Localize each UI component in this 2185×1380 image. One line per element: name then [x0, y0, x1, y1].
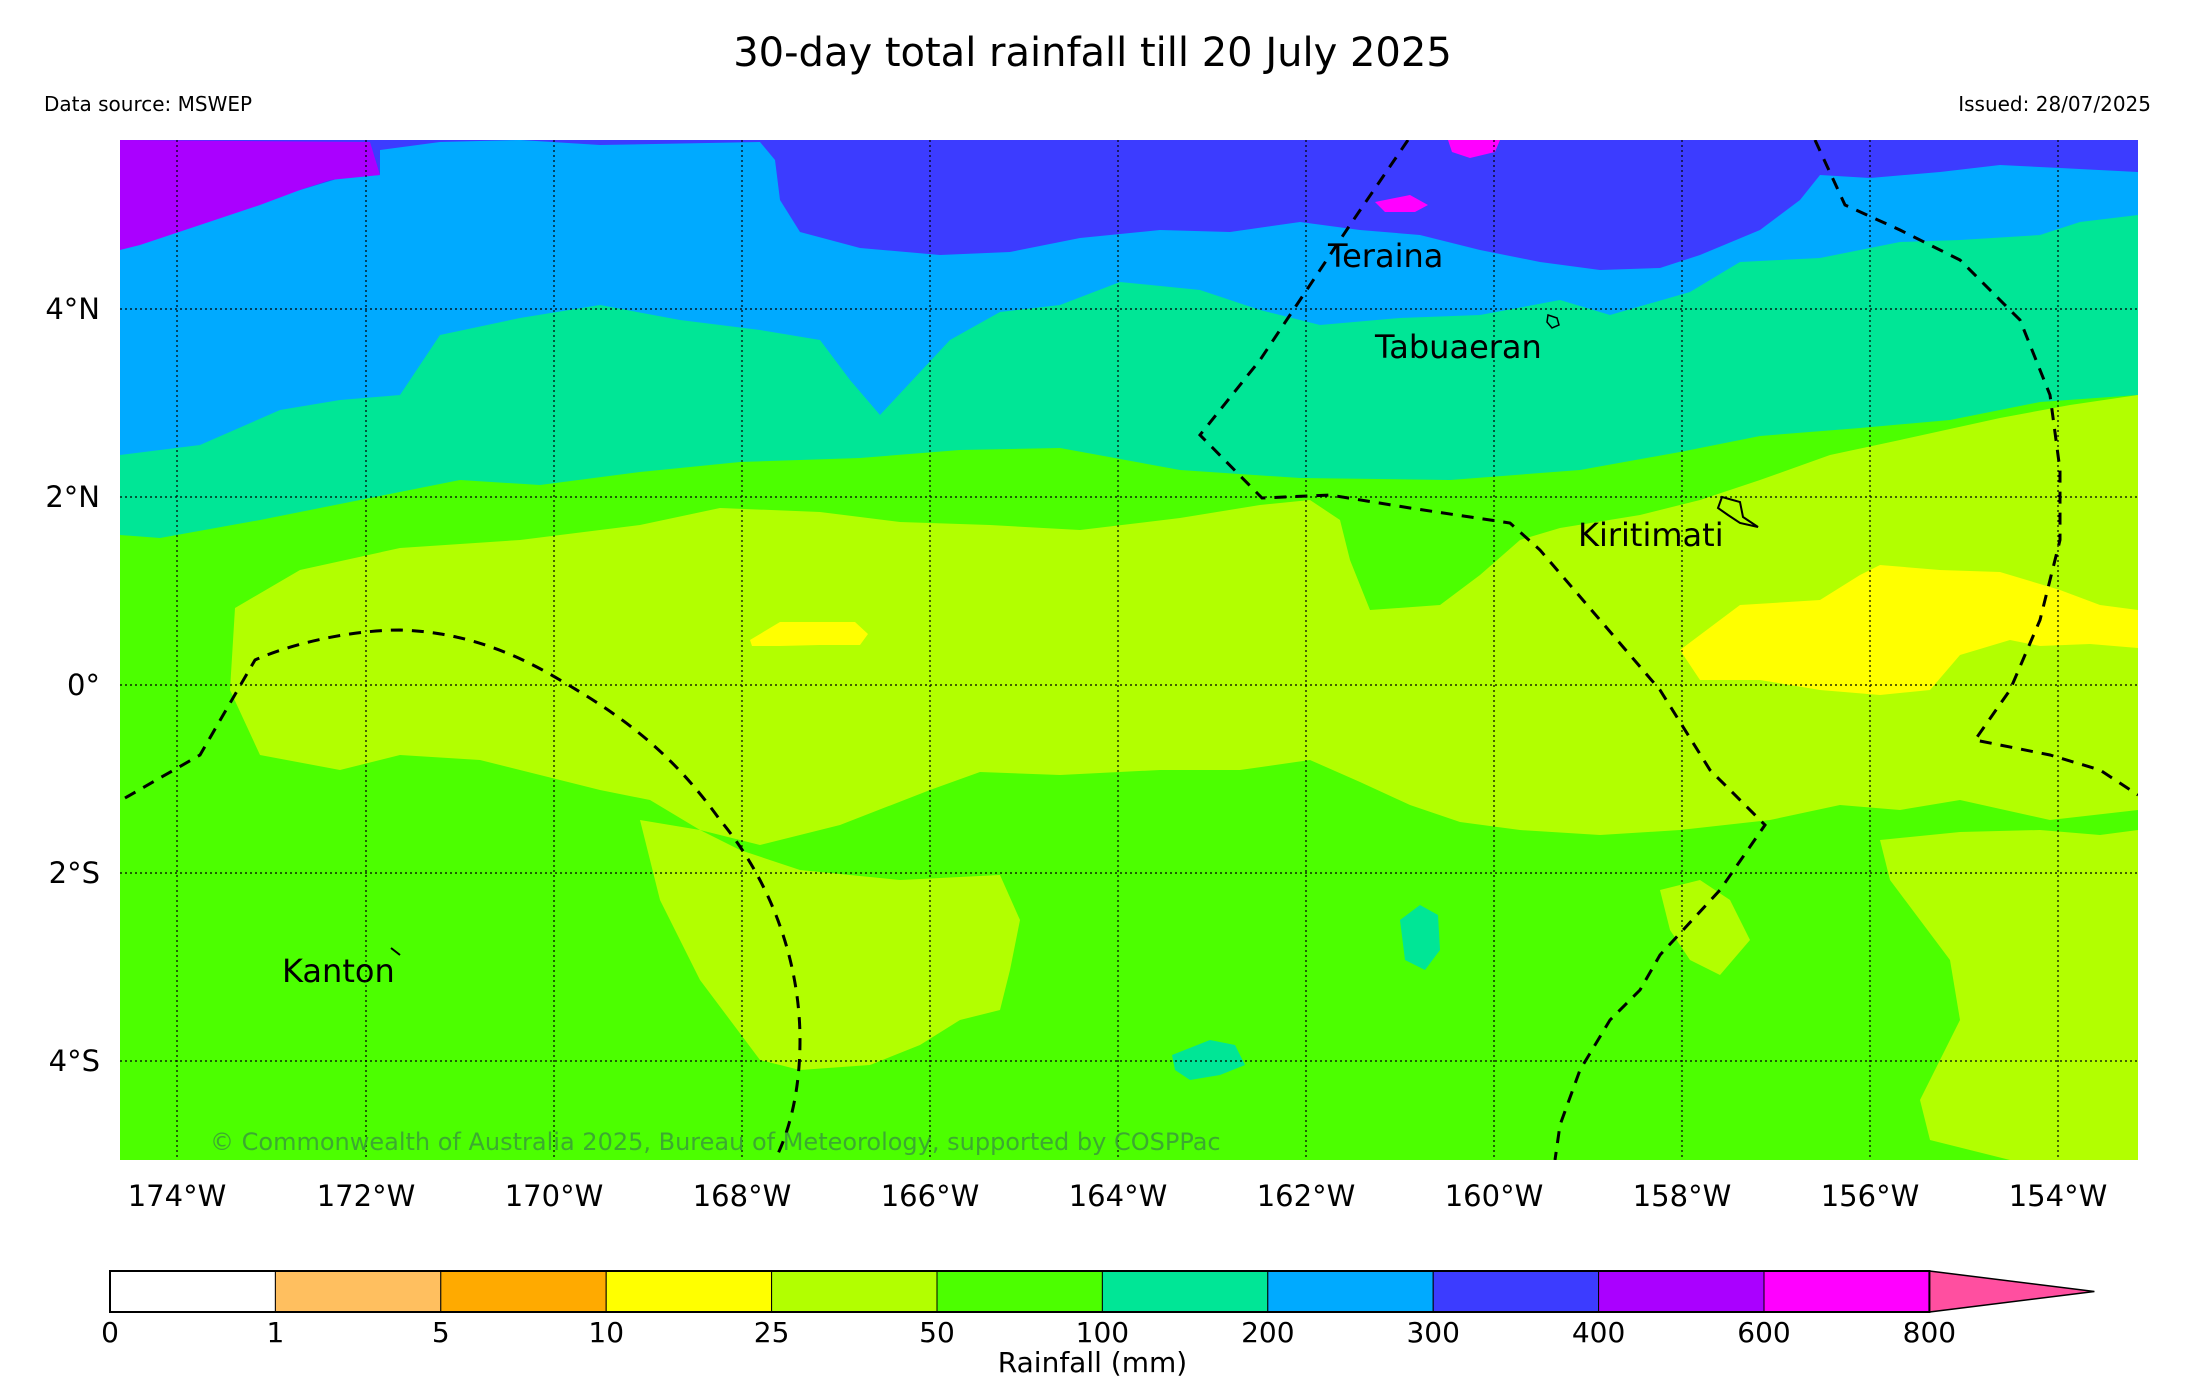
zone-10-25-east: [1680, 565, 2138, 695]
colorbar-outline: [109, 1270, 1931, 1313]
colorbar-tick-label: 400: [1572, 1316, 1625, 1349]
colorbar: 0 1 5 10 25 50 100 200 300 400 600 800: [101, 1270, 2095, 1349]
issued-date: Issued: 28/07/2025: [1958, 92, 2151, 116]
colorbar-tick-label: 300: [1406, 1316, 1459, 1349]
lon-tick: 160°W: [1445, 1179, 1544, 1213]
colorbar-segment: [440, 1270, 607, 1313]
colorbar-tick-label: 5: [432, 1316, 450, 1349]
zone-10-25-west: [750, 622, 868, 646]
zone-100-200-south-b: [1400, 905, 1440, 970]
place-label-tabuaeran: Tabuaeran: [1374, 328, 1542, 366]
colorbar-segment: [1432, 1270, 1600, 1313]
lat-tick: 0°: [67, 668, 100, 702]
lon-tick: 154°W: [2009, 1179, 2108, 1213]
zone-25-50-north: [230, 395, 2138, 845]
lon-tick: 170°W: [505, 1179, 604, 1213]
colorbar-tick-label: 0: [101, 1316, 119, 1349]
colorbar-tick-label: 100: [1076, 1316, 1129, 1349]
place-label-kiritimati: Kiritimati: [1578, 516, 1724, 554]
lat-tick: 2°S: [49, 856, 100, 890]
colorbar-segment: [1763, 1270, 1930, 1313]
copyright-notice: © Commonwealth of Australia 2025, Bureau…: [210, 1128, 1221, 1156]
zone-25-50-southeast: [1880, 830, 2138, 1160]
colorbar-tick-label: 800: [1903, 1316, 1956, 1349]
data-source: Data source: MSWEP: [44, 92, 253, 116]
zone-400-600: [120, 140, 380, 250]
tabuaeran-island: [1546, 314, 1560, 329]
colorbar-tick-label: 10: [588, 1316, 624, 1349]
place-label-kanton: Kanton: [282, 952, 395, 990]
map-title: 30-day total rainfall till 20 July 2025: [733, 30, 1452, 76]
lon-tick: 166°W: [881, 1179, 980, 1213]
colorbar-segment: [605, 1270, 773, 1313]
lon-tick: 174°W: [128, 1179, 227, 1213]
lon-tick: 158°W: [1633, 1179, 1732, 1213]
zone-100-200-south-a: [1172, 1040, 1245, 1080]
kiritimati-island: [1716, 495, 1759, 528]
colorbar-label: Rainfall (mm): [997, 1346, 1188, 1379]
lat-tick: 4°N: [45, 292, 100, 326]
zone-600-800-b: [1375, 195, 1428, 212]
colorbar-tick-label: 200: [1241, 1316, 1294, 1349]
colorbar-tick-label: 25: [754, 1316, 790, 1349]
eez-boundary-line-islands: [1197, 140, 1767, 1160]
eez-boundary-kanton: [124, 628, 802, 1160]
colorbar-segment: [936, 1270, 1103, 1313]
zone-300-400: [120, 140, 2138, 270]
lon-tick: 172°W: [317, 1179, 416, 1213]
colorbar-segment: [1101, 1270, 1269, 1313]
rainfall-field: [120, 140, 2138, 1160]
colorbar-extend-arrow: [1928, 1270, 2095, 1313]
colorbar-segment: [1267, 1270, 1434, 1313]
lat-tick: 2°N: [45, 480, 100, 514]
colorbar-tick-label: 1: [266, 1316, 284, 1349]
colorbar-tick-label: 600: [1737, 1316, 1790, 1349]
colorbar-segment: [109, 1270, 276, 1313]
zone-25-50-southwest: [640, 820, 1020, 1070]
lon-tick: 156°W: [1821, 1179, 1920, 1213]
graticule: [120, 140, 2138, 1160]
colorbar-tick-label: 50: [919, 1316, 955, 1349]
colorbar-segment: [274, 1270, 442, 1313]
lon-tick: 162°W: [1257, 1179, 1356, 1213]
eez-boundaries: [124, 140, 2138, 1160]
lat-tick: 4°S: [49, 1044, 100, 1078]
lon-tick: 164°W: [1069, 1179, 1168, 1213]
place-label-teraina: Teraina: [1327, 237, 1443, 275]
zone-600-800-a: [1448, 140, 1500, 158]
colorbar-segment: [771, 1270, 938, 1313]
zone-25-50-south-small: [1660, 880, 1750, 975]
lon-tick: 168°W: [693, 1179, 792, 1213]
colorbar-segment: [1598, 1270, 1765, 1313]
kanton-island: [390, 947, 401, 956]
